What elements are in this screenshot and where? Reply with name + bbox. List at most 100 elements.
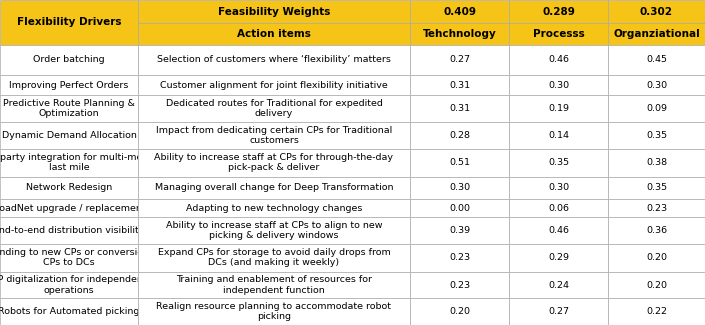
Bar: [509, 176, 608, 199]
Bar: [410, 176, 509, 199]
Bar: [608, 176, 705, 199]
Text: 0.35: 0.35: [646, 183, 667, 192]
Text: 0.00: 0.00: [449, 204, 470, 213]
Bar: [138, 298, 410, 325]
Text: CP digitalization for independent
operations: CP digitalization for independent operat…: [0, 275, 147, 295]
Bar: [138, 45, 410, 75]
Text: End-to-end distribution visibility: End-to-end distribution visibility: [0, 226, 145, 235]
Text: 0.46: 0.46: [548, 55, 569, 64]
Text: 0.20: 0.20: [646, 280, 667, 290]
Bar: [410, 217, 509, 244]
Bar: [608, 199, 705, 217]
Bar: [509, 199, 608, 217]
Text: 0.09: 0.09: [646, 104, 667, 113]
Bar: [608, 244, 705, 272]
Bar: [608, 272, 705, 298]
Bar: [0, 298, 138, 325]
Bar: [0, 122, 138, 149]
Text: 0.30: 0.30: [449, 183, 470, 192]
Text: 0.46: 0.46: [548, 226, 569, 235]
Bar: [138, 199, 410, 217]
Bar: [410, 298, 509, 325]
Text: 0.38: 0.38: [646, 158, 667, 167]
Text: 0.39: 0.39: [449, 226, 470, 235]
Text: Adapting to new technology changes: Adapting to new technology changes: [186, 204, 362, 213]
Bar: [509, 217, 608, 244]
Bar: [0, 272, 138, 298]
Text: 0.14: 0.14: [548, 131, 569, 140]
Text: Action items: Action items: [237, 29, 311, 39]
Text: Training and enablement of resources for
independent function: Training and enablement of resources for…: [176, 275, 372, 295]
Text: 0.409: 0.409: [443, 7, 476, 17]
Bar: [138, 0, 410, 23]
Text: 0.20: 0.20: [646, 253, 667, 262]
Text: 0.06: 0.06: [548, 204, 569, 213]
Bar: [608, 23, 705, 45]
Text: Customer alignment for joint flexibility initiative: Customer alignment for joint flexibility…: [160, 81, 388, 90]
Text: 0.289: 0.289: [542, 7, 575, 17]
Text: 0.27: 0.27: [449, 55, 470, 64]
Bar: [608, 217, 705, 244]
Text: Order batching: Order batching: [33, 55, 105, 64]
Text: Dedicated routes for Traditional for expedited
delivery: Dedicated routes for Traditional for exp…: [166, 99, 382, 118]
Bar: [509, 298, 608, 325]
Bar: [0, 244, 138, 272]
Text: Expand CPs for storage to avoid daily drops from
DCs (and making it weekly): Expand CPs for storage to avoid daily dr…: [158, 248, 391, 267]
Text: 0.31: 0.31: [449, 104, 470, 113]
Text: Network Redesign: Network Redesign: [26, 183, 112, 192]
Bar: [608, 75, 705, 95]
Bar: [509, 0, 608, 23]
Text: 0.45: 0.45: [646, 55, 667, 64]
Bar: [410, 45, 509, 75]
Bar: [608, 298, 705, 325]
Bar: [509, 122, 608, 149]
Text: 0.22: 0.22: [646, 307, 667, 316]
Text: 0.30: 0.30: [646, 81, 667, 90]
Bar: [0, 75, 138, 95]
Bar: [0, 199, 138, 217]
Text: Selection of customers where ‘flexibility’ matters: Selection of customers where ‘flexibilit…: [157, 55, 391, 64]
Bar: [0, 176, 138, 199]
Bar: [0, 95, 138, 122]
Text: Robots for Automated picking: Robots for Automated picking: [0, 307, 140, 316]
Bar: [138, 217, 410, 244]
Text: 0.35: 0.35: [646, 131, 667, 140]
Bar: [138, 176, 410, 199]
Bar: [509, 272, 608, 298]
Text: 0.20: 0.20: [449, 307, 470, 316]
Text: 0.19: 0.19: [548, 104, 569, 113]
Bar: [138, 149, 410, 176]
Bar: [138, 244, 410, 272]
Text: Expanding to new CPs or conversion of
CPs to DCs: Expanding to new CPs or conversion of CP…: [0, 248, 161, 267]
Bar: [608, 45, 705, 75]
Bar: [509, 95, 608, 122]
Text: Predictive Route Planning &
Optimization: Predictive Route Planning & Optimization: [3, 99, 135, 118]
Bar: [509, 149, 608, 176]
Bar: [138, 23, 410, 45]
Bar: [509, 45, 608, 75]
Text: 0.35: 0.35: [548, 158, 569, 167]
Bar: [0, 0, 138, 45]
Text: 0.30: 0.30: [548, 81, 569, 90]
Text: Dynamic Demand Allocation: Dynamic Demand Allocation: [1, 131, 137, 140]
Bar: [410, 272, 509, 298]
Bar: [410, 0, 509, 23]
Text: 0.23: 0.23: [449, 280, 470, 290]
Text: Processs: Processs: [532, 29, 584, 39]
Text: 0.36: 0.36: [646, 226, 667, 235]
Text: 0.28: 0.28: [449, 131, 470, 140]
Text: 0.31: 0.31: [449, 81, 470, 90]
Bar: [410, 199, 509, 217]
Bar: [608, 122, 705, 149]
Text: 0.51: 0.51: [449, 158, 470, 167]
Text: Flexibility Drivers: Flexibility Drivers: [17, 17, 121, 27]
Text: 0.30: 0.30: [548, 183, 569, 192]
Bar: [608, 149, 705, 176]
Text: 0.29: 0.29: [548, 253, 569, 262]
Text: Realign resource planning to accommodate robot
picking: Realign resource planning to accommodate…: [157, 302, 391, 321]
Bar: [509, 75, 608, 95]
Bar: [410, 23, 509, 45]
Bar: [410, 244, 509, 272]
Bar: [138, 95, 410, 122]
Text: 0.27: 0.27: [548, 307, 569, 316]
